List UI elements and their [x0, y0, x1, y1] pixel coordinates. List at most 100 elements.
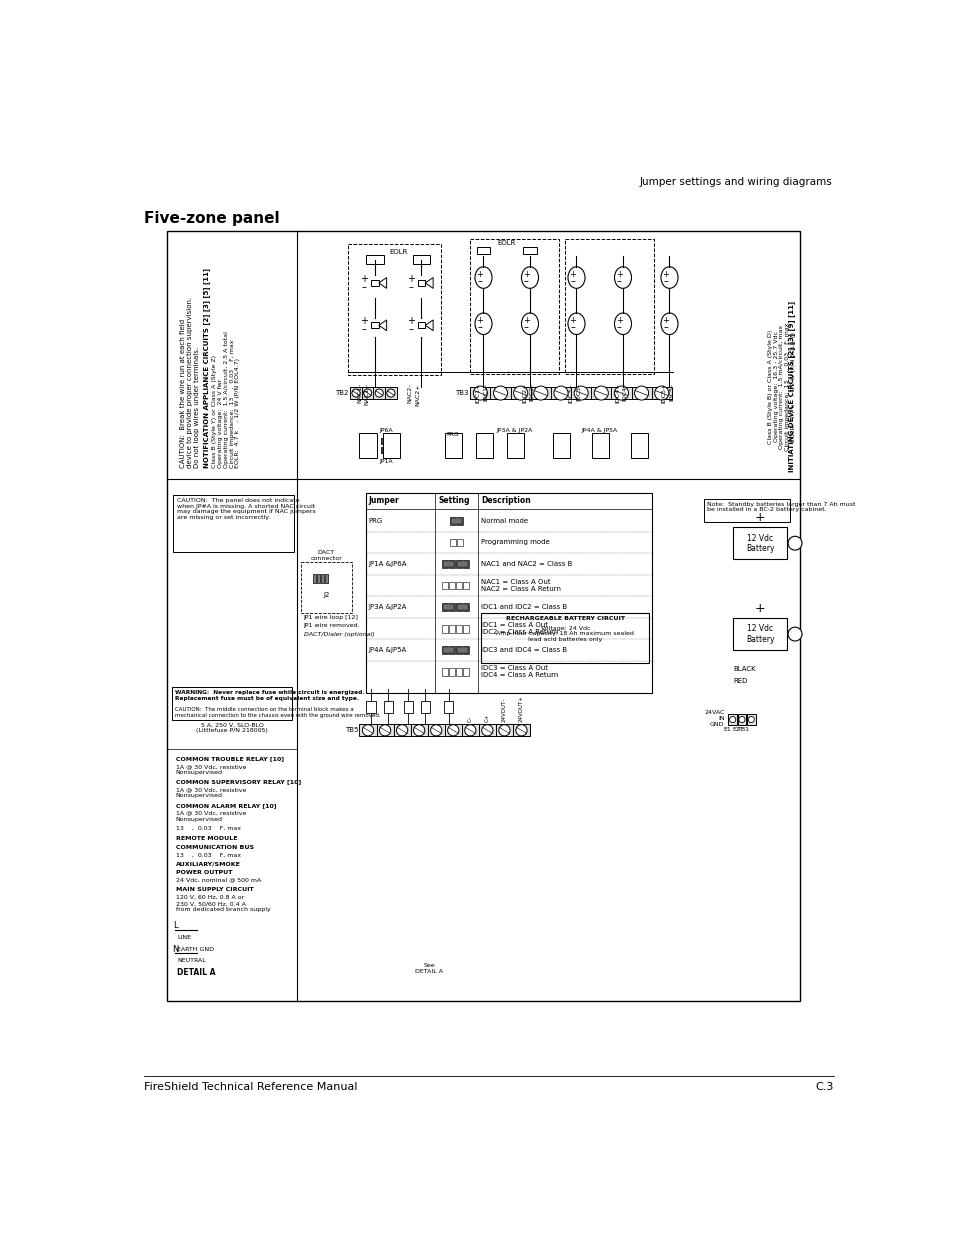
Text: DACT/Dialer (optional): DACT/Dialer (optional)	[303, 632, 375, 637]
Text: REMOTE MODULE: REMOTE MODULE	[175, 836, 237, 841]
Bar	[594, 437, 598, 443]
Bar	[550, 387, 571, 399]
Text: Nonsupervised: Nonsupervised	[175, 816, 223, 821]
Text: RECHARGEABLE BATTERY CIRCUIT: RECHARGEABLE BATTERY CIRCUIT	[505, 616, 624, 621]
Bar	[447, 442, 451, 448]
Ellipse shape	[660, 267, 678, 288]
Text: –: –	[570, 275, 575, 285]
Text: EOLR: EOLR	[497, 240, 516, 246]
Bar	[456, 561, 468, 567]
Bar	[478, 724, 496, 736]
Bar	[417, 322, 425, 329]
Text: NAC1 = Class A Out
NAC2 = Class A Return: NAC1 = Class A Out NAC2 = Class A Return	[480, 579, 560, 592]
Bar	[388, 447, 392, 453]
Text: –: –	[408, 324, 413, 335]
Text: DETAIL A: DETAIL A	[177, 968, 215, 977]
Bar	[703, 499, 789, 521]
Circle shape	[516, 725, 527, 736]
Circle shape	[729, 716, 735, 722]
Text: BLACK: BLACK	[732, 666, 755, 672]
Bar	[456, 646, 461, 655]
Text: JP1 wire loop [12]: JP1 wire loop [12]	[303, 615, 358, 620]
Text: COMMON ALARM RELAY [10]: COMMON ALARM RELAY [10]	[175, 803, 276, 808]
Bar	[383, 701, 393, 714]
Text: +: +	[569, 316, 576, 325]
Bar	[381, 447, 385, 453]
Text: E1: E1	[722, 727, 730, 732]
Bar	[456, 604, 468, 610]
Text: +: +	[615, 316, 622, 325]
Text: LINE: LINE	[177, 935, 192, 940]
Bar	[456, 603, 461, 611]
Bar	[371, 322, 378, 329]
Text: +: +	[661, 316, 668, 325]
Text: +: +	[360, 274, 368, 284]
Bar	[371, 280, 378, 287]
Bar	[746, 714, 755, 725]
Circle shape	[554, 387, 567, 400]
Bar	[443, 701, 453, 714]
Bar	[594, 438, 604, 443]
Text: PRG: PRG	[369, 517, 383, 524]
Circle shape	[787, 536, 801, 550]
Text: Nonsupervised: Nonsupervised	[175, 771, 223, 776]
Text: –: –	[523, 275, 528, 285]
Circle shape	[379, 725, 391, 736]
Text: PRG: PRG	[446, 432, 458, 437]
Bar	[450, 517, 461, 524]
Text: Class B (Style Y) or Class A (Style Z)
Operating voltage:  24 V fwr
Operating cu: Class B (Style Y) or Class A (Style Z) O…	[212, 331, 240, 468]
Text: Five-zone panel: Five-zone panel	[144, 211, 279, 226]
Bar	[403, 701, 413, 714]
Text: COMMON TROUBLE RELAY [10]: COMMON TROUBLE RELAY [10]	[175, 757, 284, 762]
Bar	[427, 724, 444, 736]
Bar	[365, 493, 652, 693]
Circle shape	[498, 725, 510, 736]
Text: 1A @ 30 Vdc, resistive: 1A @ 30 Vdc, resistive	[175, 764, 246, 769]
Text: COMMON SUPERVISORY RELAY [10]: COMMON SUPERVISORY RELAY [10]	[175, 779, 300, 784]
Bar	[594, 447, 598, 453]
Text: +: +	[522, 270, 529, 279]
Bar	[651, 387, 671, 399]
Circle shape	[413, 725, 424, 736]
Text: +: +	[522, 316, 529, 325]
Text: –: –	[408, 282, 413, 291]
Text: +: +	[615, 270, 622, 279]
Text: –: –	[616, 322, 621, 332]
Text: IDC4–: IDC4–	[622, 383, 627, 401]
Text: 230 V, 50/60 Hz, 0.4 A: 230 V, 50/60 Hz, 0.4 A	[175, 902, 246, 906]
Bar	[564, 240, 654, 374]
Text: 24 Vdc, nominal @ 500 mA: 24 Vdc, nominal @ 500 mA	[175, 877, 261, 882]
Bar	[516, 447, 519, 453]
Bar	[480, 613, 649, 662]
Bar	[450, 517, 456, 525]
Bar	[456, 561, 461, 568]
Ellipse shape	[521, 312, 537, 335]
Circle shape	[375, 389, 383, 398]
Circle shape	[352, 389, 359, 398]
Text: EARTH GND: EARTH GND	[177, 947, 214, 952]
Bar	[373, 387, 385, 399]
Bar	[442, 561, 454, 567]
Bar	[732, 527, 786, 559]
Text: L: L	[172, 921, 177, 930]
Bar	[173, 495, 294, 552]
Bar	[592, 433, 608, 458]
Bar	[350, 387, 361, 399]
Text: 13    ,  0.03    F, max: 13 , 0.03 F, max	[175, 852, 240, 858]
Text: 12 Vdc
Battery: 12 Vdc Battery	[745, 625, 774, 643]
Text: 1A @ 30 Vdc, resistive: 1A @ 30 Vdc, resistive	[175, 810, 246, 815]
Bar	[449, 561, 455, 568]
Bar	[442, 625, 447, 632]
Text: +: +	[754, 601, 764, 615]
Bar	[172, 687, 292, 720]
Text: +: +	[406, 274, 415, 284]
Bar	[442, 604, 454, 610]
Circle shape	[396, 725, 407, 736]
Text: Programming mode: Programming mode	[480, 540, 549, 546]
Text: TB1: TB1	[737, 727, 749, 732]
Text: JP6A: JP6A	[379, 429, 393, 433]
Text: NEUTRAL: NEUTRAL	[177, 958, 206, 963]
Text: IDC1 and IDC2 = Class B: IDC1 and IDC2 = Class B	[480, 604, 567, 610]
Circle shape	[747, 716, 754, 722]
Bar	[463, 582, 468, 589]
